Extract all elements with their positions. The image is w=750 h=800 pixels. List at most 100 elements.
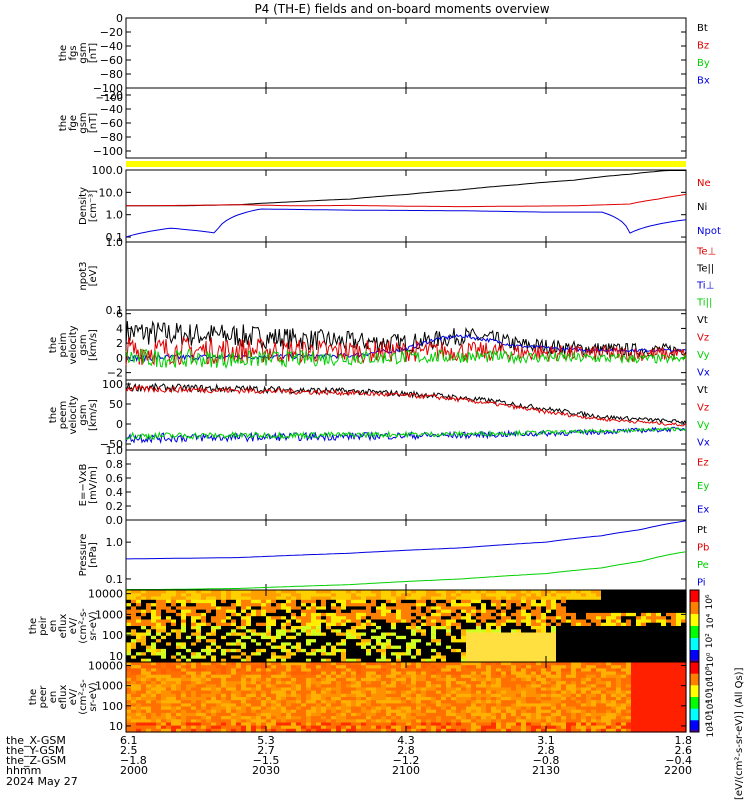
spectrogram-cell xyxy=(331,612,337,617)
spectrogram-cell xyxy=(641,645,647,650)
spectrogram-cell xyxy=(451,712,457,717)
spectrogram-cell xyxy=(186,635,192,640)
spectrogram-cell xyxy=(416,648,422,653)
spectrogram-cell xyxy=(581,700,587,704)
spectrogram-cell xyxy=(316,599,322,604)
spectrogram-cell xyxy=(561,635,567,640)
spectrogram-cell xyxy=(216,662,222,666)
spectrogram-cell xyxy=(381,629,387,634)
spectrogram-cell xyxy=(161,596,167,601)
spectrogram-cell xyxy=(411,674,417,679)
spectrogram-cell xyxy=(446,590,452,594)
spectrogram-cell xyxy=(536,719,542,724)
spectrogram-cell xyxy=(286,590,292,594)
spectrogram-cell xyxy=(596,619,602,624)
spectrogram-cell xyxy=(246,716,252,720)
spectrogram-cell xyxy=(311,599,317,604)
spectrogram-cell xyxy=(456,681,462,685)
spectrogram-cell xyxy=(406,603,412,607)
spectrogram-cell xyxy=(441,626,447,630)
spectrogram-cell xyxy=(541,648,547,653)
spectrogram-cell xyxy=(321,668,327,673)
spectrogram-cell xyxy=(496,612,502,617)
spectrogram-cell xyxy=(391,593,397,598)
spectrogram-cell xyxy=(226,658,232,663)
spectrogram-cell xyxy=(331,652,337,657)
spectrogram-cell xyxy=(431,652,437,657)
spectrogram-cell xyxy=(301,635,307,640)
spectrogram-cell xyxy=(196,590,202,594)
spectrogram-cell xyxy=(221,626,227,630)
spectrogram-cell xyxy=(361,635,367,640)
spectrogram-cell xyxy=(191,719,197,724)
spectrogram-cell xyxy=(491,697,497,701)
spectrogram-cell xyxy=(166,658,172,663)
spectrogram-cell xyxy=(401,681,407,685)
spectrogram-cell xyxy=(306,716,312,720)
spectrogram-cell xyxy=(191,603,197,607)
spectrogram-cell xyxy=(526,648,532,653)
spectrogram-cell xyxy=(356,593,362,598)
y-tick-label: 0.6 xyxy=(106,472,124,485)
spectrogram-cell xyxy=(301,722,307,727)
spectrogram-cell xyxy=(601,645,607,650)
spectrogram-cell xyxy=(171,693,177,698)
spectrogram-cell xyxy=(471,596,477,601)
spectrogram-cell xyxy=(286,599,292,604)
spectrogram-cell xyxy=(381,712,387,717)
spectrogram-cell xyxy=(241,629,247,634)
spectrogram-cell xyxy=(561,728,567,733)
spectrogram-cell xyxy=(376,697,382,701)
spectrogram-cell xyxy=(381,635,387,640)
spectrogram-cell xyxy=(251,648,257,653)
y-axis-label: peir xyxy=(38,615,49,635)
spectrogram-cell xyxy=(596,716,602,720)
spectrogram-cell xyxy=(536,632,542,637)
spectrogram-cell xyxy=(356,635,362,640)
spectrogram-cell xyxy=(621,593,627,598)
spectrogram-cell xyxy=(536,593,542,598)
spectrogram-cell xyxy=(191,622,197,627)
y-tick-label: 0.1 xyxy=(106,573,124,586)
spectrogram-cell xyxy=(606,709,612,714)
spectrogram-cell xyxy=(621,652,627,657)
spectrogram-cell xyxy=(506,712,512,717)
spectrogram-cell xyxy=(466,652,472,657)
spectrogram-cell xyxy=(496,658,502,663)
y-tick-label: 0.2 xyxy=(106,500,124,513)
spectrogram-cell xyxy=(336,712,342,717)
spectrogram-cell xyxy=(406,590,412,594)
spectrogram-cell xyxy=(611,603,617,607)
spectrogram-cell xyxy=(346,687,352,692)
spectrogram-cell xyxy=(546,645,552,650)
spectrogram-cell xyxy=(251,706,257,711)
y-tick-label: 1.0 xyxy=(106,236,124,249)
spectrogram-cell xyxy=(676,629,682,634)
spectrogram-cell xyxy=(206,690,212,695)
spectrogram-cell xyxy=(326,706,332,711)
spectrogram-cell xyxy=(451,671,457,676)
spectrogram-cell xyxy=(261,626,267,630)
spectrogram-cell xyxy=(311,665,317,669)
spectrogram-cell xyxy=(456,645,462,650)
spectrogram-cell xyxy=(526,703,532,708)
spectrogram-cell xyxy=(491,626,497,630)
spectrogram-cell xyxy=(251,639,257,643)
spectrogram-cell xyxy=(576,612,582,617)
spectrogram-cell xyxy=(626,635,632,640)
spectrogram-cell xyxy=(561,652,567,657)
spectrogram-cell xyxy=(611,606,617,611)
spectrogram-cell xyxy=(606,619,612,624)
spectrogram-cell xyxy=(176,681,182,685)
spectrogram-cell xyxy=(321,639,327,643)
spectrogram-cell xyxy=(346,677,352,682)
spectrogram-cell xyxy=(591,606,597,611)
spectrogram-cell xyxy=(346,635,352,640)
spectrogram-cell xyxy=(551,648,557,653)
spectrogram-cell xyxy=(216,716,222,720)
spectrogram-cell xyxy=(161,693,167,698)
spectrogram-cell xyxy=(206,648,212,653)
spectrogram-cell xyxy=(181,681,187,685)
spectrogram-cell xyxy=(456,619,462,624)
spectrogram-cell xyxy=(546,590,552,594)
